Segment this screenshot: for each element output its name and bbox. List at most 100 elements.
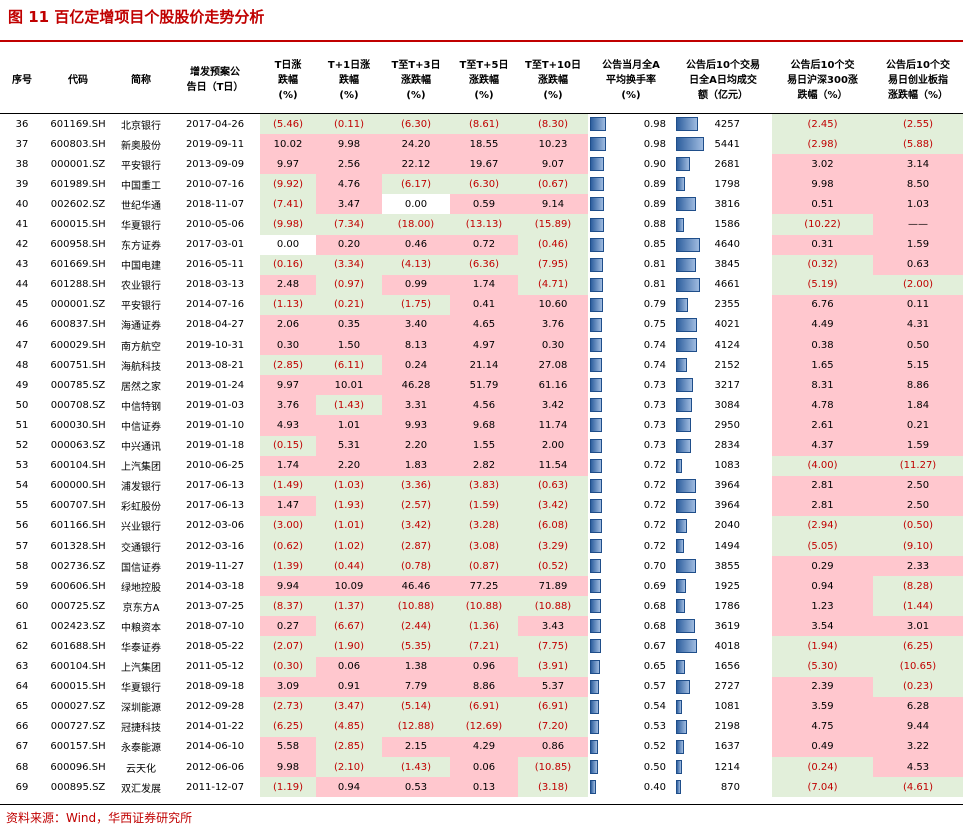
header-t3: T至T+3日 涨跌幅 (%) xyxy=(382,47,450,114)
cell-value: (2.73) xyxy=(260,696,316,717)
databar-value: 3084 xyxy=(714,399,740,411)
cell-turnover-amount: 3855 xyxy=(674,556,772,576)
databar xyxy=(590,137,606,152)
cell-value: (3.36) xyxy=(382,475,450,496)
cell-turnover: 0.72 xyxy=(588,536,674,556)
cell-value: 0.59 xyxy=(450,194,518,215)
databar xyxy=(590,418,602,433)
cell-code: 600707.SH xyxy=(50,500,106,512)
cell-turnover-amount: 1214 xyxy=(674,757,772,777)
cell-name: 交通银行 xyxy=(121,542,161,554)
databar xyxy=(676,780,681,795)
databar-wrap: 0.89 xyxy=(590,177,672,192)
cell-index: 59 xyxy=(15,580,29,592)
databar-value: 4640 xyxy=(714,239,740,251)
cell-turnover-amount: 1786 xyxy=(674,596,772,616)
cell-value: 2.81 xyxy=(772,495,873,516)
cell-value: 5.37 xyxy=(518,676,588,697)
databar xyxy=(676,317,697,332)
cell-value: (6.25) xyxy=(873,636,963,657)
cell-value: (10.88) xyxy=(518,596,588,617)
cell-value: —— xyxy=(873,214,963,235)
table-row: 56 601166.SH 兴业银行 2012-03-06 (3.00) (1.01) (3.… xyxy=(0,515,963,536)
databar-value: 1656 xyxy=(714,661,740,673)
cell-turnover-amount: 3964 xyxy=(674,496,772,516)
cell-value: 3.47 xyxy=(316,194,382,215)
databar xyxy=(590,739,599,754)
cell-value: 2.82 xyxy=(450,455,518,476)
cell-value: 3.02 xyxy=(772,154,873,175)
cell-date: 2019-01-10 xyxy=(185,419,245,431)
databar-value: 0.72 xyxy=(643,500,666,512)
cell-value: 4.56 xyxy=(450,395,518,416)
cell-turnover-amount: 1081 xyxy=(674,697,772,717)
cell-date: 2018-07-10 xyxy=(185,620,245,632)
databar-value: 4661 xyxy=(714,279,740,291)
cell-value: (4.71) xyxy=(518,274,588,295)
cell-value: 0.35 xyxy=(316,314,382,336)
databar xyxy=(676,719,688,734)
cell-value: 21.14 xyxy=(450,355,518,376)
databar-wrap: 1214 xyxy=(676,760,770,775)
cell-turnover: 0.81 xyxy=(588,275,674,295)
table-row: 40 002602.SZ 世纪华通 2018-11-07 (7.41) 3.47 0.00 0… xyxy=(0,194,963,215)
table-row: 53 600104.SH 上汽集团 2010-06-25 1.74 2.20 1.83 2.8… xyxy=(0,455,963,476)
databar xyxy=(676,739,685,754)
cell-value: 0.53 xyxy=(382,777,450,798)
cell-value: (1.49) xyxy=(260,475,316,496)
cell-value: (1.39) xyxy=(260,556,316,577)
cell-value: 0.00 xyxy=(276,239,300,251)
cell-value: (6.17) xyxy=(382,174,450,195)
cell-name: 彩虹股份 xyxy=(121,502,161,514)
cell-value: 8.50 xyxy=(873,174,963,195)
cell-value: 2.50 xyxy=(873,495,963,516)
cell-code: 601989.SH xyxy=(50,178,106,190)
cell-value: (10.88) xyxy=(382,596,450,617)
cell-value: 2.39 xyxy=(772,676,873,697)
cell-value: 2.00 xyxy=(518,435,588,456)
cell-value: 10.23 xyxy=(518,134,588,155)
cell-value: 4.75 xyxy=(772,716,873,737)
databar-value: 4257 xyxy=(714,118,740,130)
cell-value: (15.89) xyxy=(518,214,588,235)
databar xyxy=(676,498,697,513)
cell-turnover: 0.69 xyxy=(588,576,674,596)
cell-name: 国信证券 xyxy=(121,562,161,574)
table-row: 41 600015.SH 华夏银行 2010-05-06 (9.98) (7.34) (18… xyxy=(0,214,963,235)
cell-value: 3.40 xyxy=(382,314,450,336)
cell-turnover-amount: 2681 xyxy=(674,154,772,174)
cell-index: 51 xyxy=(15,419,29,431)
databar-value: 870 xyxy=(720,781,740,793)
cell-name: 冠捷科技 xyxy=(121,723,161,735)
table-row: 62 601688.SH 华泰证券 2018-05-22 (2.07) (1.90) (5.… xyxy=(0,636,963,657)
databar xyxy=(590,619,601,634)
cell-value: (1.93) xyxy=(316,495,382,516)
databar-wrap: 0.98 xyxy=(590,117,672,132)
header-t-day: T日涨 跌幅 (%) xyxy=(260,47,316,114)
cell-name: 北京银行 xyxy=(121,120,161,132)
cell-value: (1.75) xyxy=(382,294,450,315)
table-row: 67 600157.SH 永泰能源 2014-06-10 5.58 (2.85) 2.15 4… xyxy=(0,736,963,757)
cell-value: 0.50 xyxy=(873,335,963,356)
cell-date: 2017-06-13 xyxy=(185,500,245,512)
databar xyxy=(590,719,599,734)
databar-value: 3217 xyxy=(714,379,740,391)
cell-value: (2.55) xyxy=(873,113,963,135)
cell-value: (2.07) xyxy=(260,636,316,657)
databar-wrap: 0.88 xyxy=(590,217,672,232)
databar-value: 1083 xyxy=(714,460,740,472)
cell-value: (8.28) xyxy=(873,576,963,597)
databar-wrap: 2950 xyxy=(676,418,770,433)
cell-date: 2016-05-11 xyxy=(185,259,245,271)
databar-value: 0.88 xyxy=(643,219,666,231)
cell-value: (3.00) xyxy=(260,515,316,536)
table-row: 55 600707.SH 彩虹股份 2017-06-13 1.47 (1.93) (2.57… xyxy=(0,495,963,516)
cell-value: (1.19) xyxy=(260,777,316,798)
databar-value: 2152 xyxy=(714,359,740,371)
cell-code: 000708.SZ xyxy=(50,399,106,411)
cell-turnover: 0.73 xyxy=(588,395,674,415)
cell-turnover: 0.53 xyxy=(588,717,674,737)
databar xyxy=(590,217,605,232)
databar-wrap: 0.98 xyxy=(590,137,672,152)
databar-wrap: 870 xyxy=(676,780,770,795)
